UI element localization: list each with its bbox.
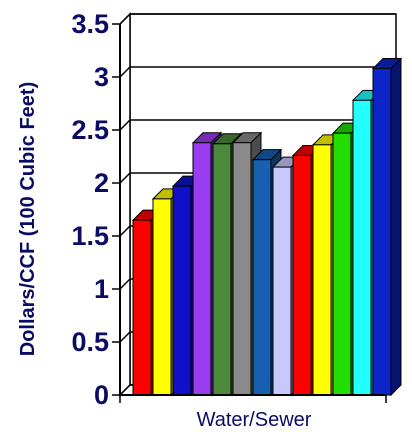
x-category-label: Water/Sewer — [197, 409, 312, 431]
y-tick-label: 1.5 — [71, 221, 109, 251]
bar-side — [390, 57, 402, 397]
gridline — [119, 13, 396, 25]
bar-front — [332, 132, 352, 396]
bar-front — [172, 185, 192, 396]
y-tick-label: 1 — [94, 274, 109, 304]
bar-front — [152, 198, 172, 396]
bar-front — [232, 142, 252, 396]
y-tick-labels: 0 0.5 1 1.5 2 2.5 3 3.5 — [71, 9, 109, 410]
y-tick-label: 3 — [94, 62, 109, 92]
bar-front — [272, 166, 292, 396]
y-tick-label: 2 — [94, 168, 109, 198]
y-tick-label: 0.5 — [71, 327, 109, 357]
bar-front — [252, 159, 272, 396]
bar-front — [312, 144, 332, 396]
bar-front — [192, 142, 212, 396]
bars — [131, 57, 403, 397]
axes — [112, 23, 387, 403]
bar-front — [292, 154, 312, 396]
bar-front — [212, 143, 232, 396]
gridline — [119, 66, 396, 78]
y-tick-label: 2.5 — [71, 115, 109, 145]
y-tick-label: 0 — [94, 380, 109, 410]
bar-front — [352, 99, 372, 396]
bar — [371, 57, 403, 397]
y-tick-label: 3.5 — [71, 9, 109, 39]
gridline — [119, 119, 396, 131]
bar-front — [372, 68, 392, 396]
y-axis-label: Dollars/CCF (100 Cubic Feet) — [17, 82, 39, 357]
bar-front — [132, 219, 152, 396]
